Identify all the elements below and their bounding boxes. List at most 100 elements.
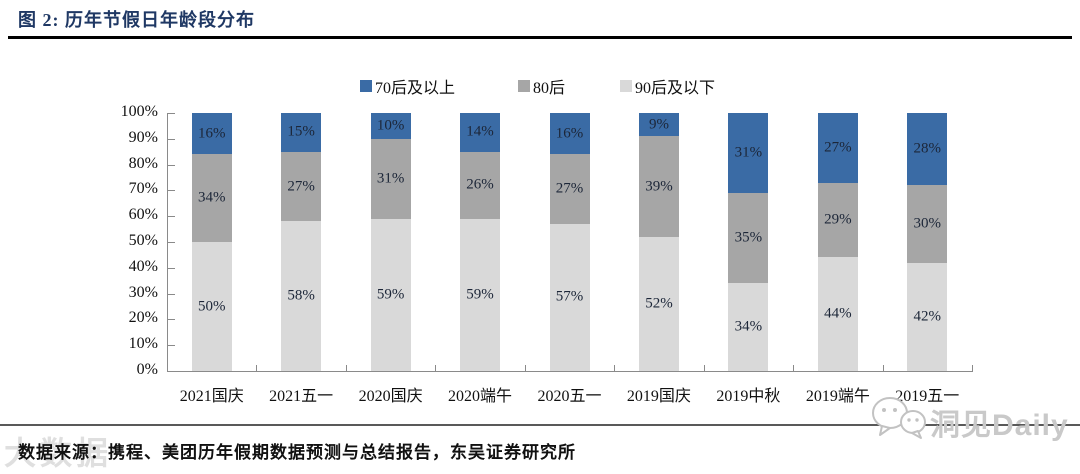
bar-value-label: 57% (555, 288, 584, 305)
y-axis-tick-label: 40% (128, 257, 158, 275)
bar-segment: 44% (817, 257, 858, 371)
y-axis-tick (168, 113, 175, 114)
bar-segment: 28% (907, 113, 948, 186)
bar-segment: 16% (549, 113, 590, 155)
watermark-bottom-right: 洞见Daily (868, 394, 1069, 449)
bar-value-label: 50% (197, 298, 226, 314)
bar-segment: 10% (370, 113, 411, 139)
legend-item: 80后 (518, 74, 565, 98)
legend-label: 80后 (533, 80, 566, 97)
y-axis-line (167, 113, 168, 372)
bar-segment: 35% (728, 192, 769, 284)
x-axis-label: 2020端午 (448, 388, 513, 405)
y-axis-tick (168, 294, 175, 295)
x-axis-label: 2019端午 (805, 388, 870, 405)
x-axis-label: 2020五一 (537, 388, 602, 405)
bar-segment: 27% (817, 113, 858, 183)
bar-value-label: 39% (645, 178, 673, 195)
bar-segment: 14% (460, 113, 501, 152)
bar-segment: 15% (281, 113, 322, 152)
legend-label: 90后及以下 (635, 80, 716, 97)
x-axis-tick (793, 365, 794, 372)
bar-segment: 34% (728, 283, 769, 371)
bar-segment: 26% (460, 151, 501, 219)
bar-segment: 57% (549, 223, 590, 371)
y-axis-tick (168, 216, 175, 217)
legend-swatch (620, 80, 632, 92)
x-axis-label: 2019五一 (895, 388, 960, 405)
wechat-icon (868, 394, 930, 449)
x-axis-label: 2019国庆 (626, 388, 691, 405)
y-axis-tick (168, 165, 175, 166)
x-axis-tick (256, 365, 257, 372)
y-axis-tick-label: 70% (128, 180, 158, 198)
legend-item: 90后及以下 (620, 74, 715, 98)
bar-segment: 31% (728, 113, 769, 193)
x-axis-tick (346, 365, 347, 372)
x-axis-tick (883, 365, 884, 372)
bar-value-label: 42% (913, 308, 942, 325)
x-axis-tick (972, 365, 973, 372)
y-axis-tick-label: 20% (128, 309, 158, 327)
bar-value-label: 26% (466, 176, 494, 193)
y-axis-tick (168, 242, 175, 243)
bar-value-label: 34% (197, 189, 226, 206)
x-axis-label: 2020国庆 (358, 388, 423, 405)
y-axis-tick-label: 10% (128, 335, 158, 353)
x-axis-line (167, 371, 972, 372)
bar-segment: 50% (191, 242, 232, 371)
bar-value-label: 28% (913, 140, 942, 157)
legend-swatch (360, 80, 372, 92)
bar-value-label: 31% (376, 170, 405, 187)
bar-value-label: 44% (824, 305, 852, 322)
x-axis-tick (167, 365, 168, 372)
bar-value-label: 10% (376, 117, 405, 134)
watermark-text: 洞见Daily (930, 408, 1069, 442)
bar-segment: 42% (907, 262, 948, 371)
y-axis-tick (168, 345, 175, 346)
bar-value-label: 16% (197, 125, 226, 142)
y-axis-tick-label: 90% (128, 128, 158, 146)
bar-segment: 29% (817, 182, 858, 258)
bar-value-label: 14% (466, 123, 494, 140)
bar-value-label: 9% (648, 116, 669, 133)
x-axis-tick (525, 365, 526, 372)
watermark-bottom-left: 大数据 (4, 435, 113, 471)
y-axis-tick-label: 80% (128, 154, 158, 172)
bar-segment: 59% (460, 218, 501, 371)
y-axis-tick (168, 190, 175, 191)
legend-label: 70后及以上 (375, 80, 456, 97)
bar-segment: 27% (281, 151, 322, 222)
bar-value-label: 27% (555, 180, 584, 197)
bar-segment: 39% (638, 136, 679, 237)
footer-divider (0, 424, 1080, 426)
bar-segment: 31% (370, 138, 411, 219)
x-axis-label: 2021国庆 (179, 388, 244, 405)
legend-item: 70后及以上 (360, 74, 455, 98)
title-divider (8, 36, 1072, 39)
bar-segment: 9% (638, 113, 679, 137)
bar-segment: 34% (191, 154, 232, 242)
bar-segment: 59% (370, 218, 411, 371)
bar-value-label: 16% (555, 125, 584, 142)
bar-value-label: 29% (824, 211, 852, 228)
bar-value-label: 15% (287, 123, 315, 140)
y-axis-tick (168, 371, 175, 372)
y-axis-tick-label: 30% (128, 283, 158, 301)
bar-value-label: 31% (734, 144, 763, 161)
x-axis-label: 2019中秋 (716, 388, 781, 405)
y-axis-tick-label: 50% (128, 232, 158, 249)
x-axis-tick (704, 365, 705, 372)
bar-value-label: 27% (287, 178, 315, 195)
bar-value-label: 59% (466, 286, 494, 303)
y-axis-tick (168, 268, 175, 269)
bar-segment: 27% (549, 154, 590, 224)
y-axis-tick-label: 0% (136, 361, 158, 378)
bar-segment: 58% (281, 221, 322, 371)
bar-value-label: 59% (376, 286, 405, 303)
y-axis-tick-label: 60% (128, 206, 158, 224)
bar-segment: 52% (638, 236, 679, 371)
bar-value-label: 30% (913, 215, 942, 232)
